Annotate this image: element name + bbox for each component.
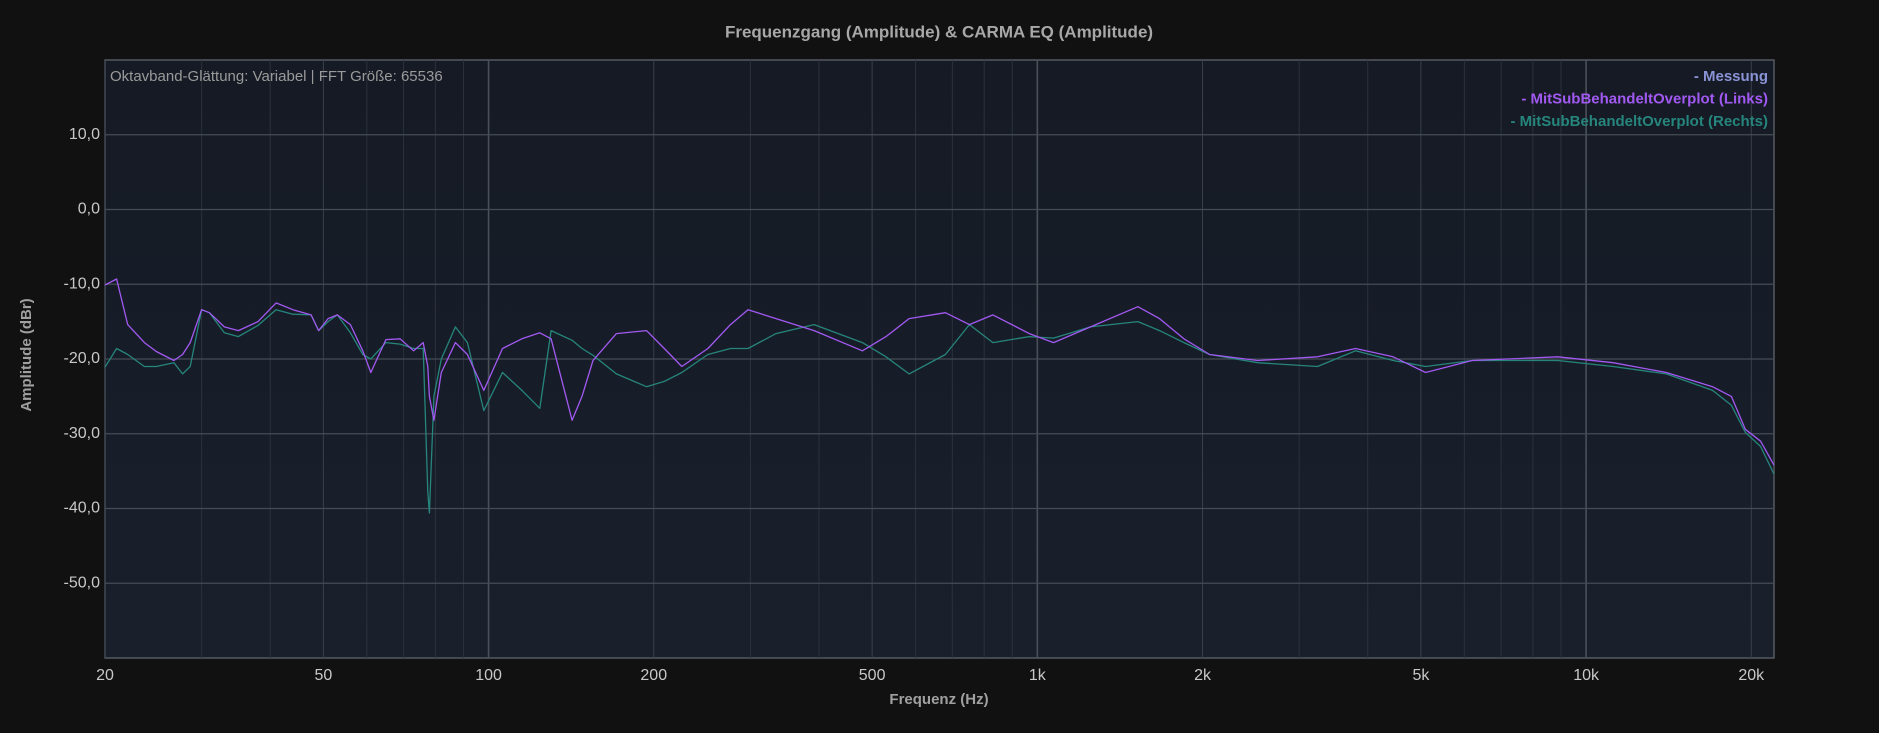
- legend-entry: - Messung: [1694, 68, 1768, 85]
- x-tick-label: 50: [314, 667, 332, 684]
- lines: [104, 278, 1775, 514]
- x-tick-label: 20k: [1738, 667, 1765, 684]
- chart-title: Frequenzgang (Amplitude) & CARMA EQ (Amp…: [725, 22, 1153, 41]
- legend-entry: - MitSubBehandeltOverplot (Rechts): [1510, 113, 1768, 130]
- annotation: Oktavband-Glättung: Variabel | FFT Größe…: [110, 68, 443, 85]
- y-tick-label: -40,0: [64, 500, 101, 517]
- series-line: [104, 278, 1775, 466]
- y-tick-label: -50,0: [64, 574, 101, 591]
- y-tick-label: 0,0: [78, 201, 100, 218]
- x-axis-label: Frequenz (Hz): [889, 691, 988, 708]
- x-tick-label: 20: [96, 667, 114, 684]
- x-tick-label: 200: [640, 667, 667, 684]
- y-tick-label: -20,0: [64, 350, 101, 367]
- y-tick-label: -10,0: [64, 275, 101, 292]
- x-tick-label: 1k: [1029, 667, 1047, 684]
- x-tick-label: 5k: [1412, 667, 1430, 684]
- y-axis-label: Amplitude (dBr): [18, 298, 35, 411]
- x-tick-label: 10k: [1573, 667, 1600, 684]
- legend-entry: - MitSubBehandeltOverplot (Links): [1521, 90, 1768, 107]
- y-tick-label: 10,0: [69, 126, 100, 143]
- x-tick-label: 100: [475, 667, 502, 684]
- x-tick-label: 500: [859, 667, 886, 684]
- y-tick-label: -30,0: [64, 425, 101, 442]
- series-line: [104, 309, 1775, 514]
- x-tick-label: 2k: [1194, 667, 1212, 684]
